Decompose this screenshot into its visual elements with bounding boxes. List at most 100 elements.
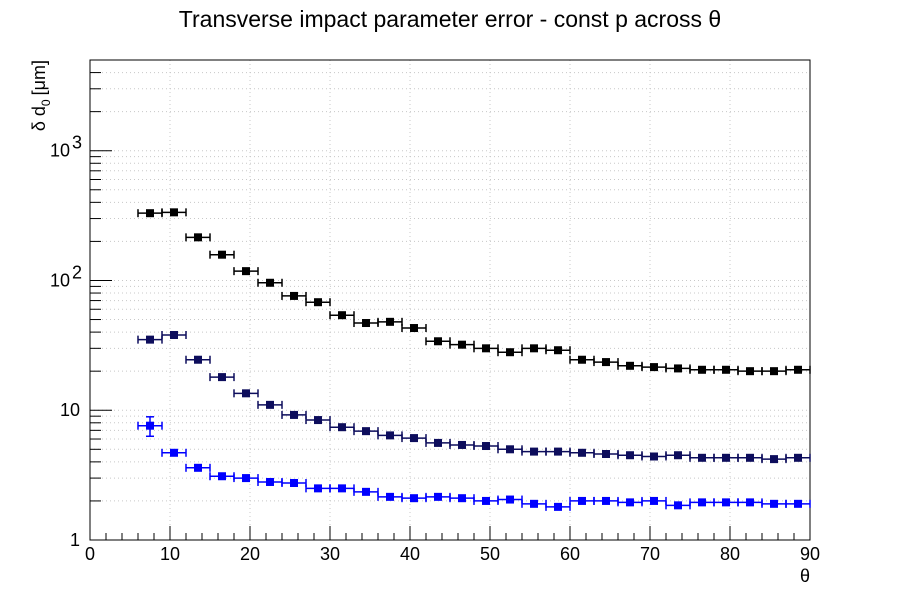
data-point	[674, 501, 682, 510]
data-point	[698, 365, 706, 374]
data-point	[746, 367, 754, 376]
data-point	[578, 448, 586, 457]
data-point	[626, 498, 634, 507]
x-tick-label: 30	[320, 544, 340, 564]
data-point	[506, 495, 514, 504]
data-point	[626, 361, 634, 370]
y-axis-label-subscript: 0	[39, 99, 53, 106]
x-tick-label: 70	[640, 544, 660, 564]
data-point	[554, 447, 562, 456]
data-point	[770, 455, 778, 464]
data-point	[578, 355, 586, 364]
y-tick-label: 10	[50, 141, 70, 161]
data-point	[386, 492, 394, 501]
data-point	[242, 267, 250, 276]
data-point	[722, 453, 730, 462]
data-point	[458, 494, 466, 503]
data-point	[746, 453, 754, 462]
data-point	[338, 311, 346, 320]
data-point	[218, 472, 226, 481]
data-point	[146, 209, 154, 218]
data-point	[674, 364, 682, 373]
data-point	[434, 337, 442, 346]
x-tick-label: 20	[240, 544, 260, 564]
data-point	[314, 416, 322, 425]
data-point	[410, 324, 418, 333]
data-point	[338, 484, 346, 493]
data-point	[218, 373, 226, 382]
data-point	[362, 427, 370, 436]
y-tick-label: 1	[70, 530, 80, 550]
data-point	[362, 487, 370, 496]
y-tick-label: 10	[60, 400, 80, 420]
data-point	[746, 498, 754, 507]
y-tick-label: 10	[50, 270, 70, 290]
x-tick-label: 0	[85, 544, 95, 564]
data-point	[650, 363, 658, 372]
y-axis-label: δ d0 [μm]	[29, 60, 53, 131]
data-point	[698, 498, 706, 507]
grid-layer	[90, 59, 810, 540]
data-point	[650, 496, 658, 505]
data-point	[794, 453, 802, 462]
data-point	[770, 367, 778, 376]
plot-frame	[89, 59, 811, 541]
data-point	[194, 463, 202, 472]
data-point	[530, 447, 538, 456]
data-point	[650, 452, 658, 461]
data-point	[674, 451, 682, 460]
x-tick-label: 60	[560, 544, 580, 564]
series-1	[137, 208, 811, 376]
data-point	[290, 291, 298, 300]
data-point	[794, 365, 802, 374]
series-2	[137, 330, 811, 464]
data-point	[170, 208, 178, 217]
y-axis-label-main: δ d	[29, 106, 49, 131]
data-point	[554, 346, 562, 355]
data-point	[362, 319, 370, 328]
data-point	[554, 502, 562, 511]
data-point	[290, 478, 298, 487]
y-tick-exponent: 2	[72, 262, 82, 282]
x-tick-label: 10	[160, 544, 180, 564]
data-point	[146, 421, 154, 430]
data-point	[458, 440, 466, 449]
data-point	[194, 355, 202, 364]
data-point	[506, 445, 514, 454]
data-point	[266, 400, 274, 409]
data-point	[386, 317, 394, 326]
data-point	[530, 344, 538, 353]
data-point	[482, 442, 490, 451]
data-point	[602, 358, 610, 367]
series-3	[137, 416, 811, 511]
data-point	[170, 330, 178, 339]
data-point	[386, 431, 394, 440]
data-point	[434, 438, 442, 447]
data-point	[482, 344, 490, 353]
data-point	[242, 389, 250, 398]
data-point	[602, 449, 610, 458]
data-point	[698, 453, 706, 462]
data-point	[266, 278, 274, 287]
data-point	[242, 474, 250, 483]
x-tick-label: 40	[400, 544, 420, 564]
x-tick-label: 90	[800, 544, 820, 564]
x-axis-label: θ	[800, 566, 810, 586]
data-point	[170, 448, 178, 457]
data-point	[770, 499, 778, 508]
x-tick-label: 50	[480, 544, 500, 564]
data-point	[314, 298, 322, 307]
data-point	[146, 335, 154, 344]
data-point	[506, 348, 514, 357]
data-point	[290, 410, 298, 419]
data-point	[314, 484, 322, 493]
data-point	[458, 340, 466, 349]
data-point	[482, 496, 490, 505]
y-axis-label-unit: [μm]	[29, 60, 49, 95]
data-layer	[137, 208, 811, 511]
data-point	[338, 423, 346, 432]
chart-title: Transverse impact parameter error - cons…	[178, 6, 722, 32]
data-point	[410, 434, 418, 443]
